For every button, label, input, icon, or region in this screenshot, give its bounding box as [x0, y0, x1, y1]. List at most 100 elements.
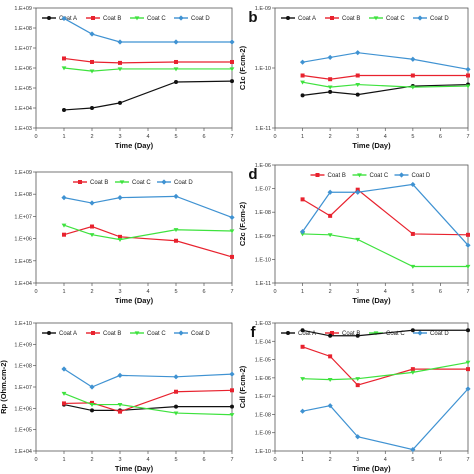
x-tick-label: 1: [62, 289, 65, 295]
data-point: [89, 69, 95, 74]
data-point: [465, 360, 471, 365]
legend-label: Coat A: [298, 331, 316, 337]
legend-label: Coat C: [147, 16, 166, 22]
y-tick-label: 1.E-08: [255, 210, 271, 216]
x-tick-label: 4: [146, 289, 149, 295]
data-point: [62, 56, 66, 61]
plot-area: [274, 7, 469, 129]
data-point: [355, 434, 361, 440]
x-tick-label: 2: [90, 289, 93, 295]
data-point: [328, 213, 333, 218]
y-tick-label: 1.E+07: [14, 214, 32, 220]
data-point: [355, 92, 360, 97]
panel-letter: d: [248, 166, 257, 183]
legend-label: Coat B: [328, 173, 346, 179]
chart-panel-d: 1.E-11 1.E-10 1.E-09 1.E-08 1.E-07 1.E-06 0 1 2 3…: [238, 163, 471, 305]
data-point: [465, 84, 471, 89]
data-point: [300, 328, 305, 333]
x-tick-label: 3: [118, 289, 121, 295]
data-point: [173, 193, 179, 199]
series-A: [300, 82, 470, 98]
x-tick-label: 6: [439, 289, 442, 295]
data-point: [62, 107, 66, 112]
x-tick-label: 0: [273, 134, 276, 140]
x-tick-label: 2: [90, 457, 93, 463]
data-point: [117, 402, 123, 407]
y-tick-label: 1.E+08: [14, 192, 32, 198]
y-tick-label: 1.E+06: [14, 237, 32, 243]
y-tick-label: 1.E+06: [14, 66, 32, 72]
legend-label: Coat A: [298, 16, 316, 22]
data-point: [466, 73, 470, 78]
series-B: [62, 388, 234, 414]
data-point: [61, 66, 67, 71]
y-tick-label: 1.E+09: [14, 6, 32, 12]
y-tick-label: 1.E-03: [255, 321, 271, 327]
legend-label: Coat D: [191, 331, 210, 337]
series-D: [61, 366, 235, 390]
x-tick-label: 4: [384, 457, 387, 463]
x-tick-label: 7: [466, 457, 469, 463]
legend-label: Coat B: [90, 180, 108, 186]
series-A: [300, 328, 470, 338]
data-point: [410, 446, 416, 453]
series-line: [63, 80, 233, 111]
data-point: [327, 233, 333, 238]
panel-letter: f: [251, 324, 257, 341]
plot-area: [35, 322, 233, 452]
data-point: [89, 31, 95, 37]
legend: Coat A Coat B Coat C Coat D: [281, 330, 449, 337]
data-point: [174, 389, 178, 394]
plot-area: [35, 171, 233, 284]
y-tick-label: 1.E-10: [255, 257, 271, 263]
legend-marker: [330, 16, 334, 20]
x-tick-label: 7: [466, 134, 469, 140]
data-point: [62, 401, 66, 406]
y-tick-label: 1.E+06: [14, 406, 32, 412]
legend-label: Coat C: [147, 331, 166, 337]
data-point: [300, 73, 305, 78]
series-B: [300, 187, 470, 237]
y-tick-label: 1.E+05: [14, 86, 32, 92]
x-tick-label: 1: [62, 134, 65, 140]
legend: Coat A Coat B Coat C Coat D: [42, 15, 210, 22]
x-tick-label: 6: [439, 134, 442, 140]
data-point: [410, 56, 416, 62]
data-point: [117, 67, 123, 72]
data-point: [90, 408, 94, 413]
data-point: [299, 59, 306, 65]
chart-panel-b: 1.E-11 1.E-10 1.E-09 0 1 2 3 4 5 6 7 Time (Day) C1c …: [238, 6, 471, 150]
y-tick-label: 1.E+10: [14, 321, 32, 327]
data-point: [355, 189, 361, 195]
panel-letter: b: [248, 9, 257, 26]
x-tick-label: 5: [411, 289, 414, 295]
y-tick-label: 1.E+07: [14, 46, 32, 52]
data-point: [327, 85, 333, 90]
x-tick-label: 6: [202, 457, 205, 463]
legend-marker: [398, 172, 405, 178]
data-point: [89, 233, 95, 238]
x-axis-title: Time (Day): [115, 464, 154, 473]
y-axis-title: C1c (F.cm-2): [238, 45, 247, 90]
chart-panel-f: 1.E-10 1.E-09 1.E-08 1.E-07 1.E-06 1.E-05 1.E-…: [238, 321, 471, 473]
legend-label: Coat C: [386, 16, 405, 22]
x-tick-label: 0: [273, 457, 276, 463]
y-tick-label: 1.E-08: [255, 412, 271, 418]
chart-panel-a: 1.E+03 1.E+04 1.E+05 1.E+06 1.E+07 1.E+08 1.E+…: [14, 6, 235, 150]
data-point: [173, 67, 179, 72]
x-tick-label: 7: [230, 134, 233, 140]
data-point: [118, 100, 122, 105]
series-line: [63, 368, 233, 388]
y-tick-label: 1.E-10: [255, 66, 271, 72]
x-tick-label: 3: [118, 457, 121, 463]
data-point: [118, 234, 122, 239]
legend-marker: [357, 173, 362, 178]
x-tick-label: 1: [301, 289, 304, 295]
x-tick-label: 4: [384, 289, 387, 295]
legend-label: Coat B: [342, 331, 360, 337]
data-point: [465, 386, 471, 392]
x-tick-label: 2: [329, 457, 332, 463]
legend-marker: [134, 16, 140, 21]
legend: Coat B Coat C Coat D: [73, 179, 193, 186]
data-point: [61, 195, 67, 201]
